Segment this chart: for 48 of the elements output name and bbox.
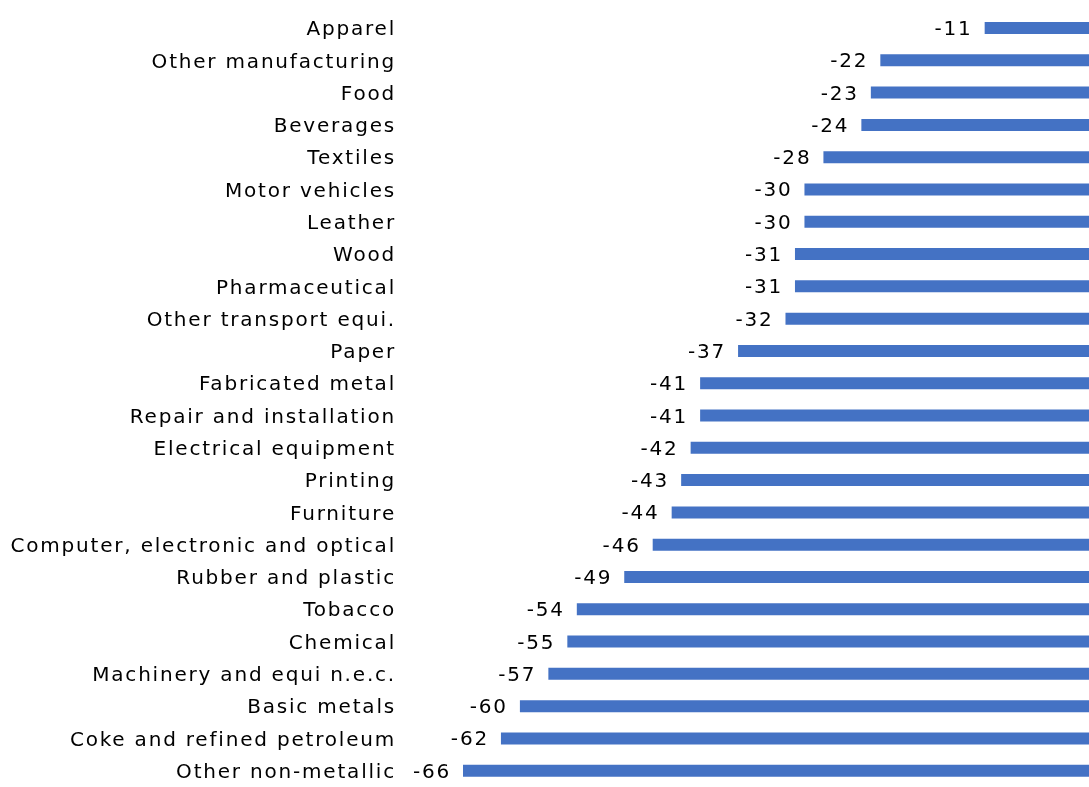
data-label: -24 [811, 112, 850, 137]
data-label: -66 [412, 758, 451, 783]
y-tick-label: Fabricated metal [198, 371, 396, 396]
data-label: -11 [934, 16, 973, 41]
y-tick-label: Printing [304, 468, 396, 493]
y-tick-label: Machinery and equi n.e.c. [92, 662, 396, 687]
data-label: -62 [450, 726, 489, 751]
data-label: -31 [744, 242, 783, 267]
y-tick-label: Other transport equi. [146, 306, 396, 331]
data-label: -41 [650, 403, 689, 428]
data-label: -46 [602, 532, 641, 557]
data-label: -30 [754, 209, 793, 234]
data-label: -23 [820, 80, 859, 105]
data-label: -60 [469, 694, 508, 719]
y-tick-label: Leather [307, 210, 396, 234]
data-label: -54 [526, 597, 565, 622]
data-label: -41 [650, 371, 689, 396]
y-tick-label: Beverages [273, 113, 396, 138]
data-label: -31 [744, 274, 783, 299]
y-tick-label: Other manufacturing [151, 48, 396, 73]
y-tick-label: Basic metals [247, 694, 396, 719]
y-tick-label: Chemical [288, 629, 396, 654]
y-tick-label: Motor vehicles [224, 177, 396, 202]
data-label: -43 [631, 468, 670, 493]
y-tick-label: Apparel [306, 16, 396, 41]
y-tick-label: Repair and installation [129, 403, 396, 428]
y-tick-label: Wood [333, 242, 396, 267]
y-tick-label: Computer, electronic and optical [10, 532, 396, 557]
y-tick-label: Food [340, 80, 396, 105]
y-tick-label: Other non-metallic [176, 758, 396, 783]
y-tick-label: Coke and refined petroleum [69, 726, 396, 751]
y-tick-label: Rubber and plastic [176, 565, 396, 590]
data-label: -42 [640, 435, 679, 460]
data-label: -49 [574, 564, 613, 589]
data-label: -28 [773, 145, 812, 170]
y-tick-label: Tobacco [302, 597, 396, 622]
y-tick-label: Furniture [290, 500, 396, 525]
y-tick-label: Textiles [306, 145, 396, 170]
data-label: -22 [830, 48, 869, 73]
data-label: -32 [735, 306, 774, 331]
y-tick-label: Pharmaceutical [216, 274, 396, 299]
data-label: -37 [687, 338, 727, 363]
y-tick-label: Paper [330, 339, 396, 364]
data-label: -30 [754, 177, 793, 202]
data-label: -57 [498, 661, 537, 686]
y-tick-label: Electrical equipment [153, 436, 396, 461]
data-label: -44 [621, 500, 660, 525]
data-label: -55 [517, 629, 556, 654]
